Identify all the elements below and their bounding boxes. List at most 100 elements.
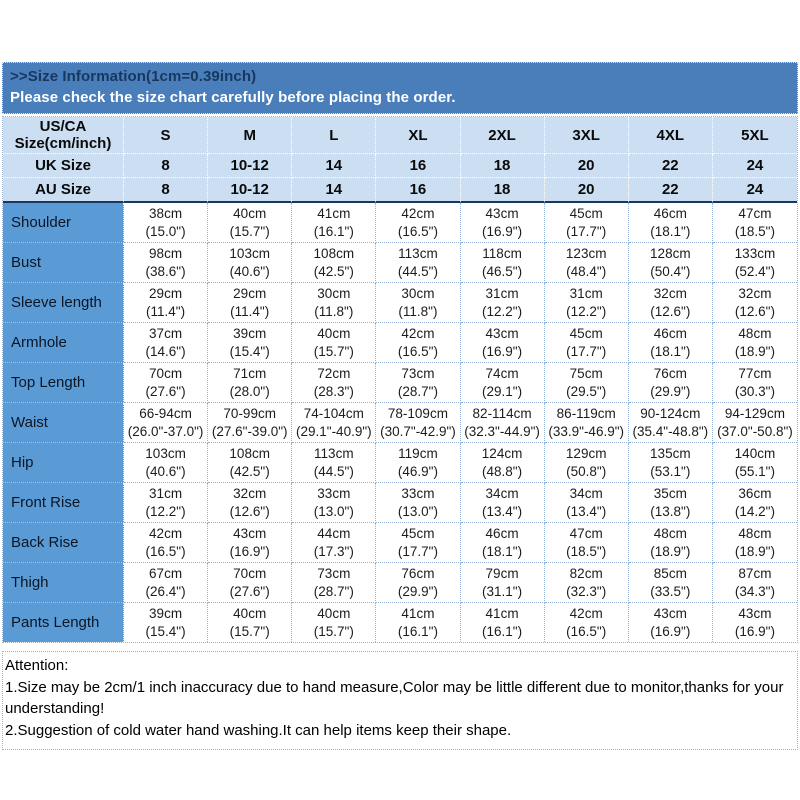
measurement-cell: 43cm (16.9") — [208, 523, 293, 563]
inch-value: (38.6") — [145, 263, 186, 279]
cm-value: 103cm — [229, 245, 270, 261]
measurement-cell: 133cm (52.4") — [712, 243, 797, 283]
corner-header-line2: Size(cm/inch) — [14, 135, 112, 152]
region-size-value: 14 — [292, 154, 377, 178]
measurement-cell: 40cm (15.7") — [292, 603, 377, 642]
measurement-cell: 45cm (17.7") — [544, 323, 629, 363]
measurement-cell: 98cm (38.6") — [124, 243, 209, 283]
measurement-cell: 113cm (44.5") — [376, 243, 461, 283]
cm-value: 108cm — [313, 245, 355, 261]
cm-value: 33cm — [317, 485, 351, 501]
cm-value: 40cm — [233, 605, 267, 621]
size-column-header: L — [292, 117, 377, 154]
cm-value: 42cm — [401, 325, 435, 341]
measurement-cell: 118cm (46.5") — [460, 243, 545, 283]
inch-value: (27.6") — [145, 383, 186, 399]
measurement-cell: 39cm (15.4") — [208, 323, 293, 363]
measurement-cell: 123cm (48.4") — [544, 243, 629, 283]
measurement-cell: 42cm (16.5") — [376, 323, 461, 363]
measurement-row-label: Top Length — [3, 363, 124, 403]
cm-value: 43cm — [485, 205, 519, 221]
inch-value: (18.1") — [650, 343, 691, 359]
inch-value: (16.5") — [397, 343, 438, 359]
cm-value: 41cm — [401, 605, 435, 621]
cm-value: 34cm — [485, 485, 519, 501]
measurement-cell: 74cm (29.1") — [460, 363, 545, 403]
measurement-cell: 86-119cm (33.9"-46.9") — [544, 403, 629, 443]
inch-value: (28.3") — [313, 383, 354, 399]
inch-value: (33.5") — [650, 583, 691, 599]
measurement-cell: 42cm (16.5") — [544, 603, 629, 642]
measurement-cell: 46cm (18.1") — [460, 523, 545, 563]
cm-value: 73cm — [401, 365, 435, 381]
measurement-row-label: Hip — [3, 443, 124, 483]
measurement-cell: 90-124cm (35.4"-48.8") — [628, 403, 713, 443]
inch-value: (42.5") — [313, 263, 354, 279]
inch-value: (16.1") — [313, 223, 354, 239]
cm-value: 140cm — [734, 445, 776, 461]
region-size-value: 10-12 — [208, 178, 293, 203]
table-row: Waist 66-94cm (26.0"-37.0") 70-99cm (27.6"-3… — [3, 403, 797, 443]
inch-value: (13.8") — [650, 503, 691, 519]
region-size-value: 16 — [376, 178, 461, 203]
cm-value: 74cm — [485, 365, 519, 381]
cm-value: 82-114cm — [472, 405, 532, 421]
inch-value: (28.0") — [229, 383, 270, 399]
cm-value: 33cm — [401, 485, 435, 501]
cm-value: 82cm — [569, 565, 603, 581]
table-row: Top Length 70cm (27.6") 71cm (28.0") 72cm (28.… — [3, 363, 797, 403]
cm-value: 118cm — [482, 245, 522, 261]
cm-value: 34cm — [569, 485, 603, 501]
inch-value: (29.1"-40.9") — [296, 423, 372, 439]
cm-value: 40cm — [317, 605, 351, 621]
measurement-cell: 43cm (16.9") — [460, 323, 545, 363]
measurement-cell: 30cm (11.8") — [376, 283, 461, 323]
cm-value: 71cm — [233, 365, 267, 381]
cm-value: 32cm — [653, 285, 687, 301]
measurement-cell: 32cm (12.6") — [208, 483, 293, 523]
table-row: Shoulder 38cm (15.0") 40cm (15.7") 41cm (16.1"… — [3, 203, 797, 243]
size-column-header: 5XL — [712, 117, 797, 154]
inch-value: (13.0") — [397, 503, 438, 519]
measurement-cell: 46cm (18.1") — [628, 203, 713, 243]
measurement-cell: 43cm (16.9") — [460, 203, 545, 243]
cm-value: 86-119cm — [556, 405, 616, 421]
cm-value: 29cm — [149, 285, 183, 301]
cm-value: 67cm — [149, 565, 183, 581]
inch-value: (40.6") — [145, 463, 186, 479]
cm-value: 119cm — [398, 445, 438, 461]
cm-value: 72cm — [317, 365, 351, 381]
cm-value: 47cm — [569, 525, 603, 541]
inch-value: (26.0"-37.0") — [127, 423, 204, 439]
cm-value: 31cm — [485, 285, 519, 301]
cm-value: 78-109cm — [387, 405, 448, 421]
region-size-value: 8 — [124, 154, 209, 178]
inch-value: (13.0") — [313, 503, 354, 519]
measurement-row-label: Back Rise — [3, 523, 124, 563]
measurement-cell: 34cm (13.4") — [460, 483, 545, 523]
inch-value: (28.7") — [397, 383, 438, 399]
inch-value: (18.9") — [734, 343, 775, 359]
measurement-cell: 135cm (53.1") — [628, 443, 713, 483]
inch-value: (17.3") — [313, 543, 354, 559]
size-chart-table-body: US/CA Size(cm/inch) S M L XL 2XL 3XL 4XL 5XL UK Si… — [3, 117, 797, 642]
cm-value: 76cm — [653, 365, 687, 381]
inch-value: (50.4") — [650, 263, 691, 279]
cm-value: 36cm — [738, 485, 772, 501]
inch-value: (12.2") — [566, 303, 607, 319]
cm-value: 35cm — [653, 485, 687, 501]
measurement-cell: 66-94cm (26.0"-37.0") — [124, 403, 209, 443]
inch-value: (13.4") — [566, 503, 607, 519]
cm-value: 73cm — [317, 565, 351, 581]
measurement-cell: 108cm (42.5") — [208, 443, 293, 483]
size-column-header: XL — [376, 117, 461, 154]
inch-value: (15.7") — [313, 343, 354, 359]
inch-value: (15.7") — [229, 623, 270, 639]
cm-value: 43cm — [738, 605, 772, 621]
table-row: Armhole 37cm (14.6") 39cm (15.4") 40cm (15.7")… — [3, 323, 797, 363]
region-size-value: 14 — [292, 178, 377, 203]
inch-value: (16.9") — [734, 623, 775, 639]
measurement-cell: 43cm (16.9") — [712, 603, 797, 642]
measurement-cell: 43cm (16.9") — [628, 603, 713, 642]
measurement-cell: 48cm (18.9") — [628, 523, 713, 563]
